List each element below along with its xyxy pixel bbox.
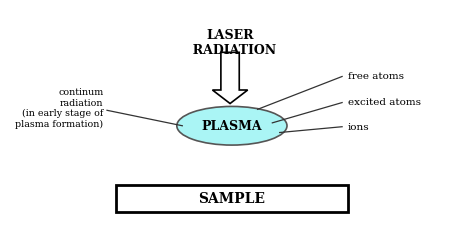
Ellipse shape — [177, 107, 287, 146]
Text: continum
radiation
(in early stage of
plasma formation): continum radiation (in early stage of pl… — [15, 88, 103, 128]
Text: excited atoms: excited atoms — [347, 98, 420, 107]
Bar — [116, 185, 347, 212]
Text: SAMPLE: SAMPLE — [199, 192, 265, 205]
Text: free atoms: free atoms — [347, 72, 404, 81]
Text: ions: ions — [347, 122, 369, 131]
Text: PLASMA: PLASMA — [201, 120, 262, 133]
Polygon shape — [212, 53, 248, 104]
Text: LASER
  RADIATION: LASER RADIATION — [184, 28, 276, 56]
